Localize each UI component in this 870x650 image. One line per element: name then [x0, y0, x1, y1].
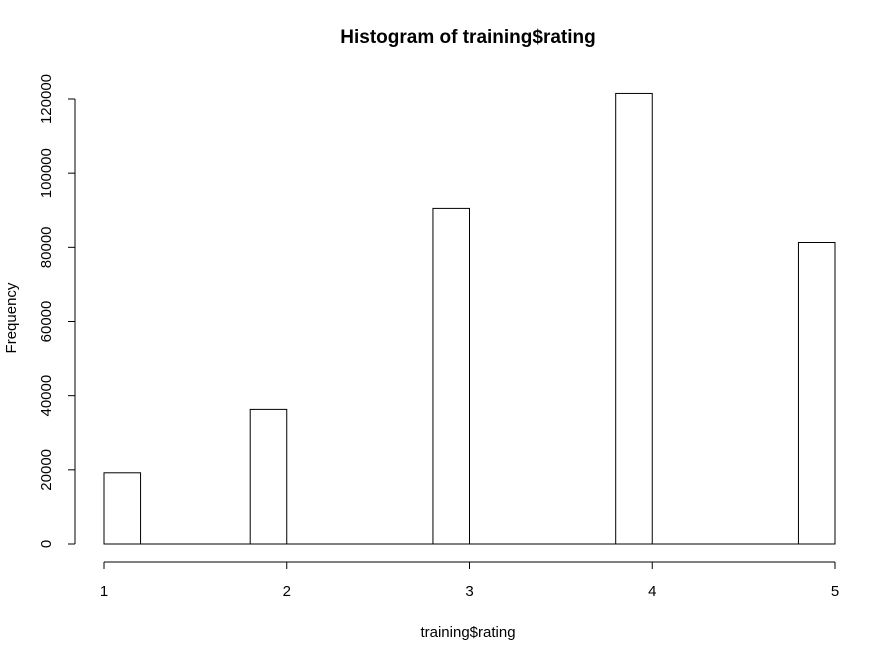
y-tick-label: 120000 [38, 74, 55, 124]
x-tick-label: 4 [648, 583, 656, 600]
histogram-bar-20 [797, 242, 836, 545]
y-axis-label: Frequency [3, 282, 20, 353]
histogram-bar-5 [249, 408, 288, 545]
histogram-bar-1 [103, 472, 142, 545]
x-axis-label: training$rating [420, 624, 515, 641]
x-tick-label: 2 [283, 583, 291, 600]
bars-group [103, 92, 836, 545]
x-axis: 1 2 3 4 5 [100, 561, 839, 600]
y-tick-label: 80000 [38, 226, 55, 268]
x-tick-label: 3 [465, 583, 473, 600]
y-tick-label: 40000 [38, 375, 55, 417]
chart-title: Histogram of training$rating [340, 27, 595, 48]
y-tick-label: 0 [38, 540, 55, 548]
x-tick-label: 1 [100, 583, 108, 600]
y-tick-label: 100000 [38, 148, 55, 198]
histogram-bar-15 [615, 92, 653, 545]
y-axis: 0 20000 40000 60000 80000 100000 120000 [38, 74, 76, 548]
x-tick-label: 5 [831, 583, 839, 600]
histogram-bar-10 [432, 207, 471, 545]
y-tick-label: 60000 [38, 301, 55, 343]
y-tick-label: 20000 [38, 449, 55, 491]
